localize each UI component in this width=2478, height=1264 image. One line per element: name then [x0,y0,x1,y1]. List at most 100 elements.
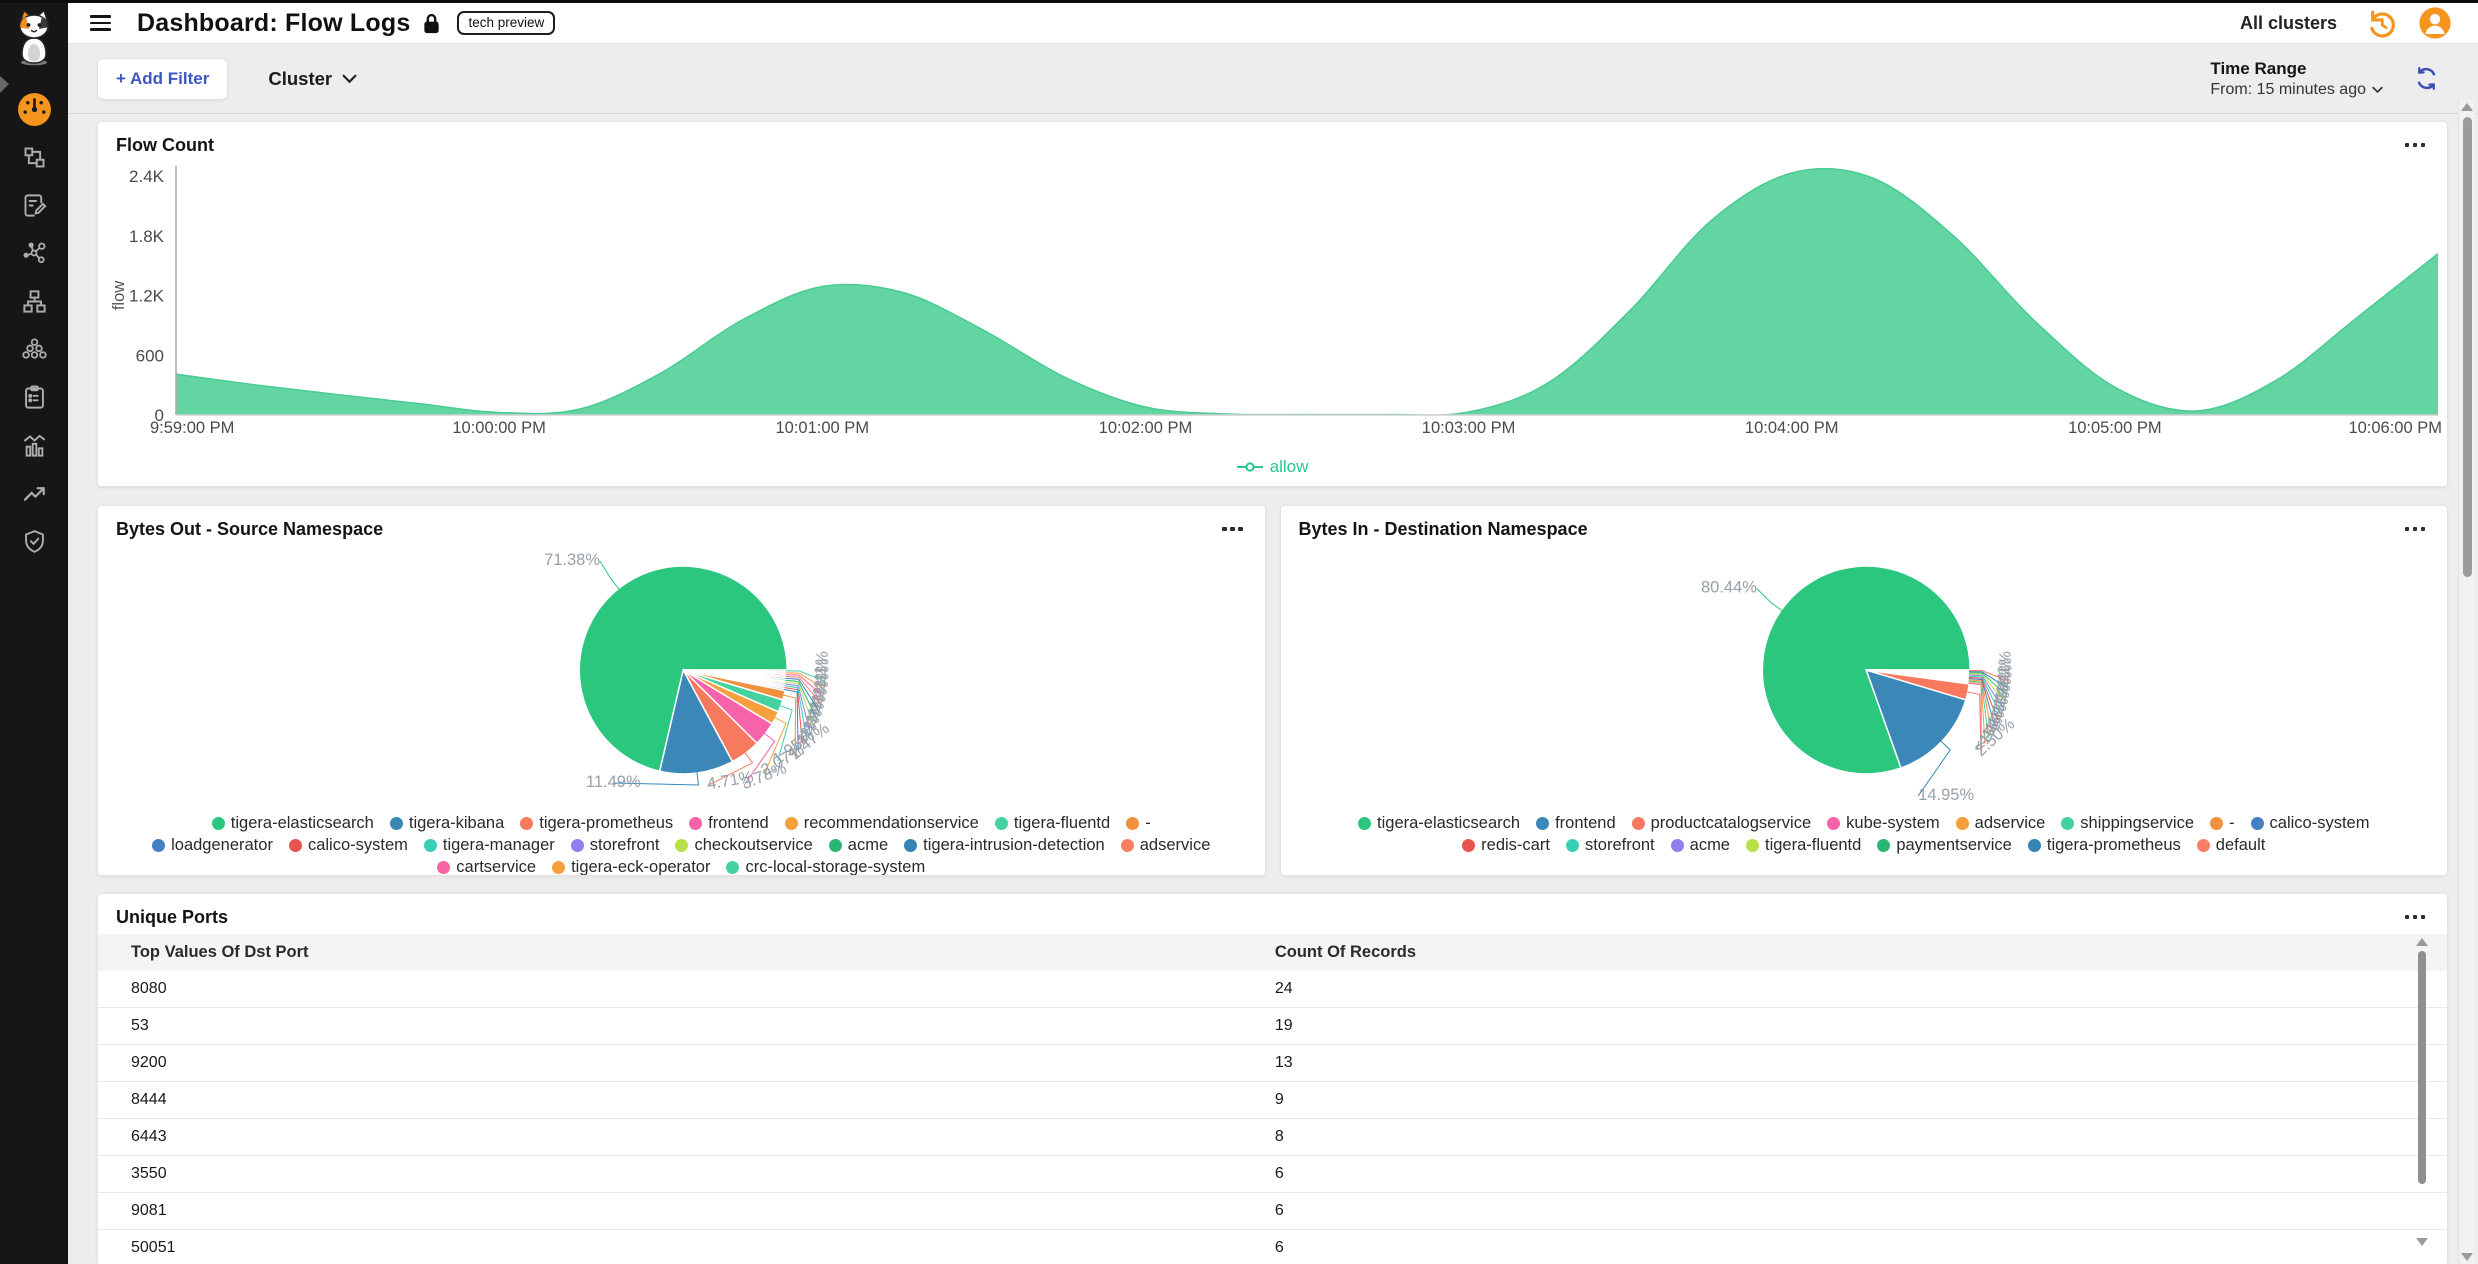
legend-item-tigera-fluentd[interactable]: tigera-fluentd [994,813,1110,834]
legend-item--[interactable]: - [2210,813,2235,834]
legend-item-adservice[interactable]: adservice [1120,835,1210,856]
legend-item-tigera-elasticsearch[interactable]: tigera-elasticsearch [211,813,374,834]
time-range-value[interactable]: From: 15 minutes ago [2210,81,2383,99]
legend-dot [423,839,437,852]
panel-menu-ellipsis-icon[interactable] [1218,523,1247,536]
legend-item-kube-system[interactable]: kube-system [1827,813,1940,834]
sidebar-item-metrics[interactable] [10,421,58,469]
legend-item--[interactable]: - [1126,813,1151,834]
legend-item-default[interactable]: default [2196,835,2265,856]
legend-item-crc-local-storage-system[interactable]: crc-local-storage-system [726,857,925,875]
legend-item-tigera-eck-operator[interactable]: tigera-eck-operator [552,857,710,875]
page-scrollbar [2458,100,2475,1264]
flow-count-panel: Flow Count 0 600 1.2K 1.8K 2.4K flow 9:59:00 P… [97,121,2448,487]
unique-ports-table: Top Values Of Dst Port Count Of Records … [98,934,2447,1264]
panel-menu-ellipsis-icon[interactable] [2401,911,2430,924]
legend-item-loadgenerator[interactable]: loadgenerator [152,835,273,856]
sitemap-icon [21,288,48,315]
legend-item-shippingservice[interactable]: shippingservice [2061,813,2194,834]
scroll-down-icon[interactable] [2416,1238,2428,1246]
bytes-out-legend: tigera-elasticsearch tigera-kibana tigera-… [98,811,1265,875]
table-cell: 53 [131,1017,149,1034]
sidebar-item-trends[interactable] [10,469,58,517]
cluster-filter-dropdown[interactable]: Cluster [268,68,357,90]
bar-chart-icon [21,432,48,459]
pie-chart-svg: 80.44%14.95%2.50%<1%<1%<1%<1%<1%<1%<1%<1… [1700,565,2018,804]
table-row: 3550 6 [98,1156,2447,1193]
legend-item-calico-system[interactable]: calico-system [2250,813,2369,834]
sidebar-item-graph[interactable] [10,229,58,277]
lock-icon [423,13,440,34]
legend-item-acme[interactable]: acme [828,835,888,856]
sidebar-item-logs[interactable] [10,181,58,229]
legend-item-frontend[interactable]: frontend [1536,813,1616,834]
table-scrollbar-thumb[interactable] [2418,951,2426,1184]
table-cell: 6 [1274,1239,1284,1256]
sidebar-item-network[interactable] [10,277,58,325]
user-avatar[interactable] [2418,6,2452,40]
legend-item-tigera-kibana[interactable]: tigera-kibana [389,813,504,834]
legend-item-adservice[interactable]: adservice [1955,813,2045,834]
pie-percent-label: <1% [1992,656,2015,692]
add-filter-button[interactable]: + Add Filter [97,57,229,100]
scroll-up-icon[interactable] [2461,103,2473,111]
panel-menu-ellipsis-icon[interactable] [2401,139,2430,152]
table-row: 8444 9 [98,1082,2447,1119]
panel-title: Flow Count [116,134,214,155]
legend-item-productcatalogservice[interactable]: productcatalogservice [1631,813,1811,834]
legend-item-redis-cart[interactable]: redis-cart [1462,835,1550,856]
sidebar-item-reports[interactable] [10,373,58,421]
legend-item-tigera-fluentd[interactable]: tigera-fluentd [1746,835,1861,856]
area-series-allow[interactable] [176,168,2438,415]
legend-dot [288,839,302,852]
legend-dot [2196,839,2210,852]
legend-dot [1955,817,1969,830]
history-icon[interactable] [2365,7,2398,40]
scroll-down-icon[interactable] [2461,1253,2473,1261]
table-cell: 6443 [131,1128,167,1145]
scroll-up-icon[interactable] [2416,938,2428,946]
legend-item-acme[interactable]: acme [1670,835,1730,856]
bytes-in-pie-chart[interactable]: 80.44% 14.95% 2.50% <1% <1% <1% <1% <1% <1% <1% <1… [1281,542,2448,811]
sidebar-item-dashboard[interactable] [10,85,58,133]
legend-item-tigera-elasticsearch[interactable]: tigera-elasticsearch [1358,813,1520,834]
cluster-scope-selector[interactable]: All clusters [2239,12,2337,33]
legend-item-calico-system[interactable]: calico-system [288,835,408,856]
y-tick-label: 1.8K [129,227,165,246]
table-cell: 9081 [131,1202,167,1219]
legend-item-checkoutservice[interactable]: checkoutservice [675,835,813,856]
flow-chart-legend[interactable]: allow [98,457,2447,477]
page-scrollbar-thumb[interactable] [2462,117,2472,577]
sidebar-item-compliance[interactable] [10,517,58,565]
legend-item-paymentservice[interactable]: paymentservice [1877,835,2012,856]
pie-percent-label: <1% [1993,650,2014,685]
cluster-filter-label: Cluster [268,67,333,89]
legend-item-cartservice[interactable]: cartservice [437,857,536,875]
bytes-in-panel: Bytes In - Destination Namespace 80.44% 1… [1279,505,2448,876]
legend-dot [1565,839,1579,852]
bytes-out-pie-chart[interactable]: 71.38% 11.49% 4.71% 3.78% 2.07% 1.95% 1.47% <1%… [98,542,1265,811]
legend-item-allow[interactable]: allow [1236,457,1308,477]
legend-item-storefront[interactable]: storefront [1565,835,1655,856]
table-row: 9200 13 [98,1045,2447,1082]
legend-item-storefront[interactable]: storefront [570,835,659,856]
menu-hamburger-icon[interactable] [88,11,113,35]
sidebar-item-clusters[interactable] [10,325,58,373]
legend-item-tigera-intrusion-detection[interactable]: tigera-intrusion-detection [904,835,1105,856]
legend-item-frontend[interactable]: frontend [689,813,769,834]
legend-item-tigera-prometheus[interactable]: tigera-prometheus [2027,835,2181,856]
flow-count-chart[interactable]: 0 600 1.2K 1.8K 2.4K flow 9:59:00 PM 10:00:00 P… [98,158,2447,451]
legend-dot [552,861,566,874]
calico-logo[interactable] [12,8,56,71]
table-row: 9081 6 [98,1193,2447,1230]
table-cell: 8444 [131,1091,167,1108]
refresh-icon[interactable] [2413,65,2440,92]
unique-ports-panel: Unique Ports Top Values Of Dst Port Coun… [97,893,2448,1264]
legend-item-tigera-manager[interactable]: tigera-manager [423,835,555,856]
legend-item-tigera-prometheus[interactable]: tigera-prometheus [520,813,673,834]
x-tick-label: 10:04:00 PM [1745,419,1839,437]
panel-menu-ellipsis-icon[interactable] [2401,523,2430,536]
legend-item-recommendationservice[interactable]: recommendationservice [784,813,979,834]
dashboard-content: Flow Count 0 600 1.2K 1.8K 2.4K flow 9:59:00 P… [68,114,2478,1264]
sidebar-item-topology[interactable] [10,133,58,181]
